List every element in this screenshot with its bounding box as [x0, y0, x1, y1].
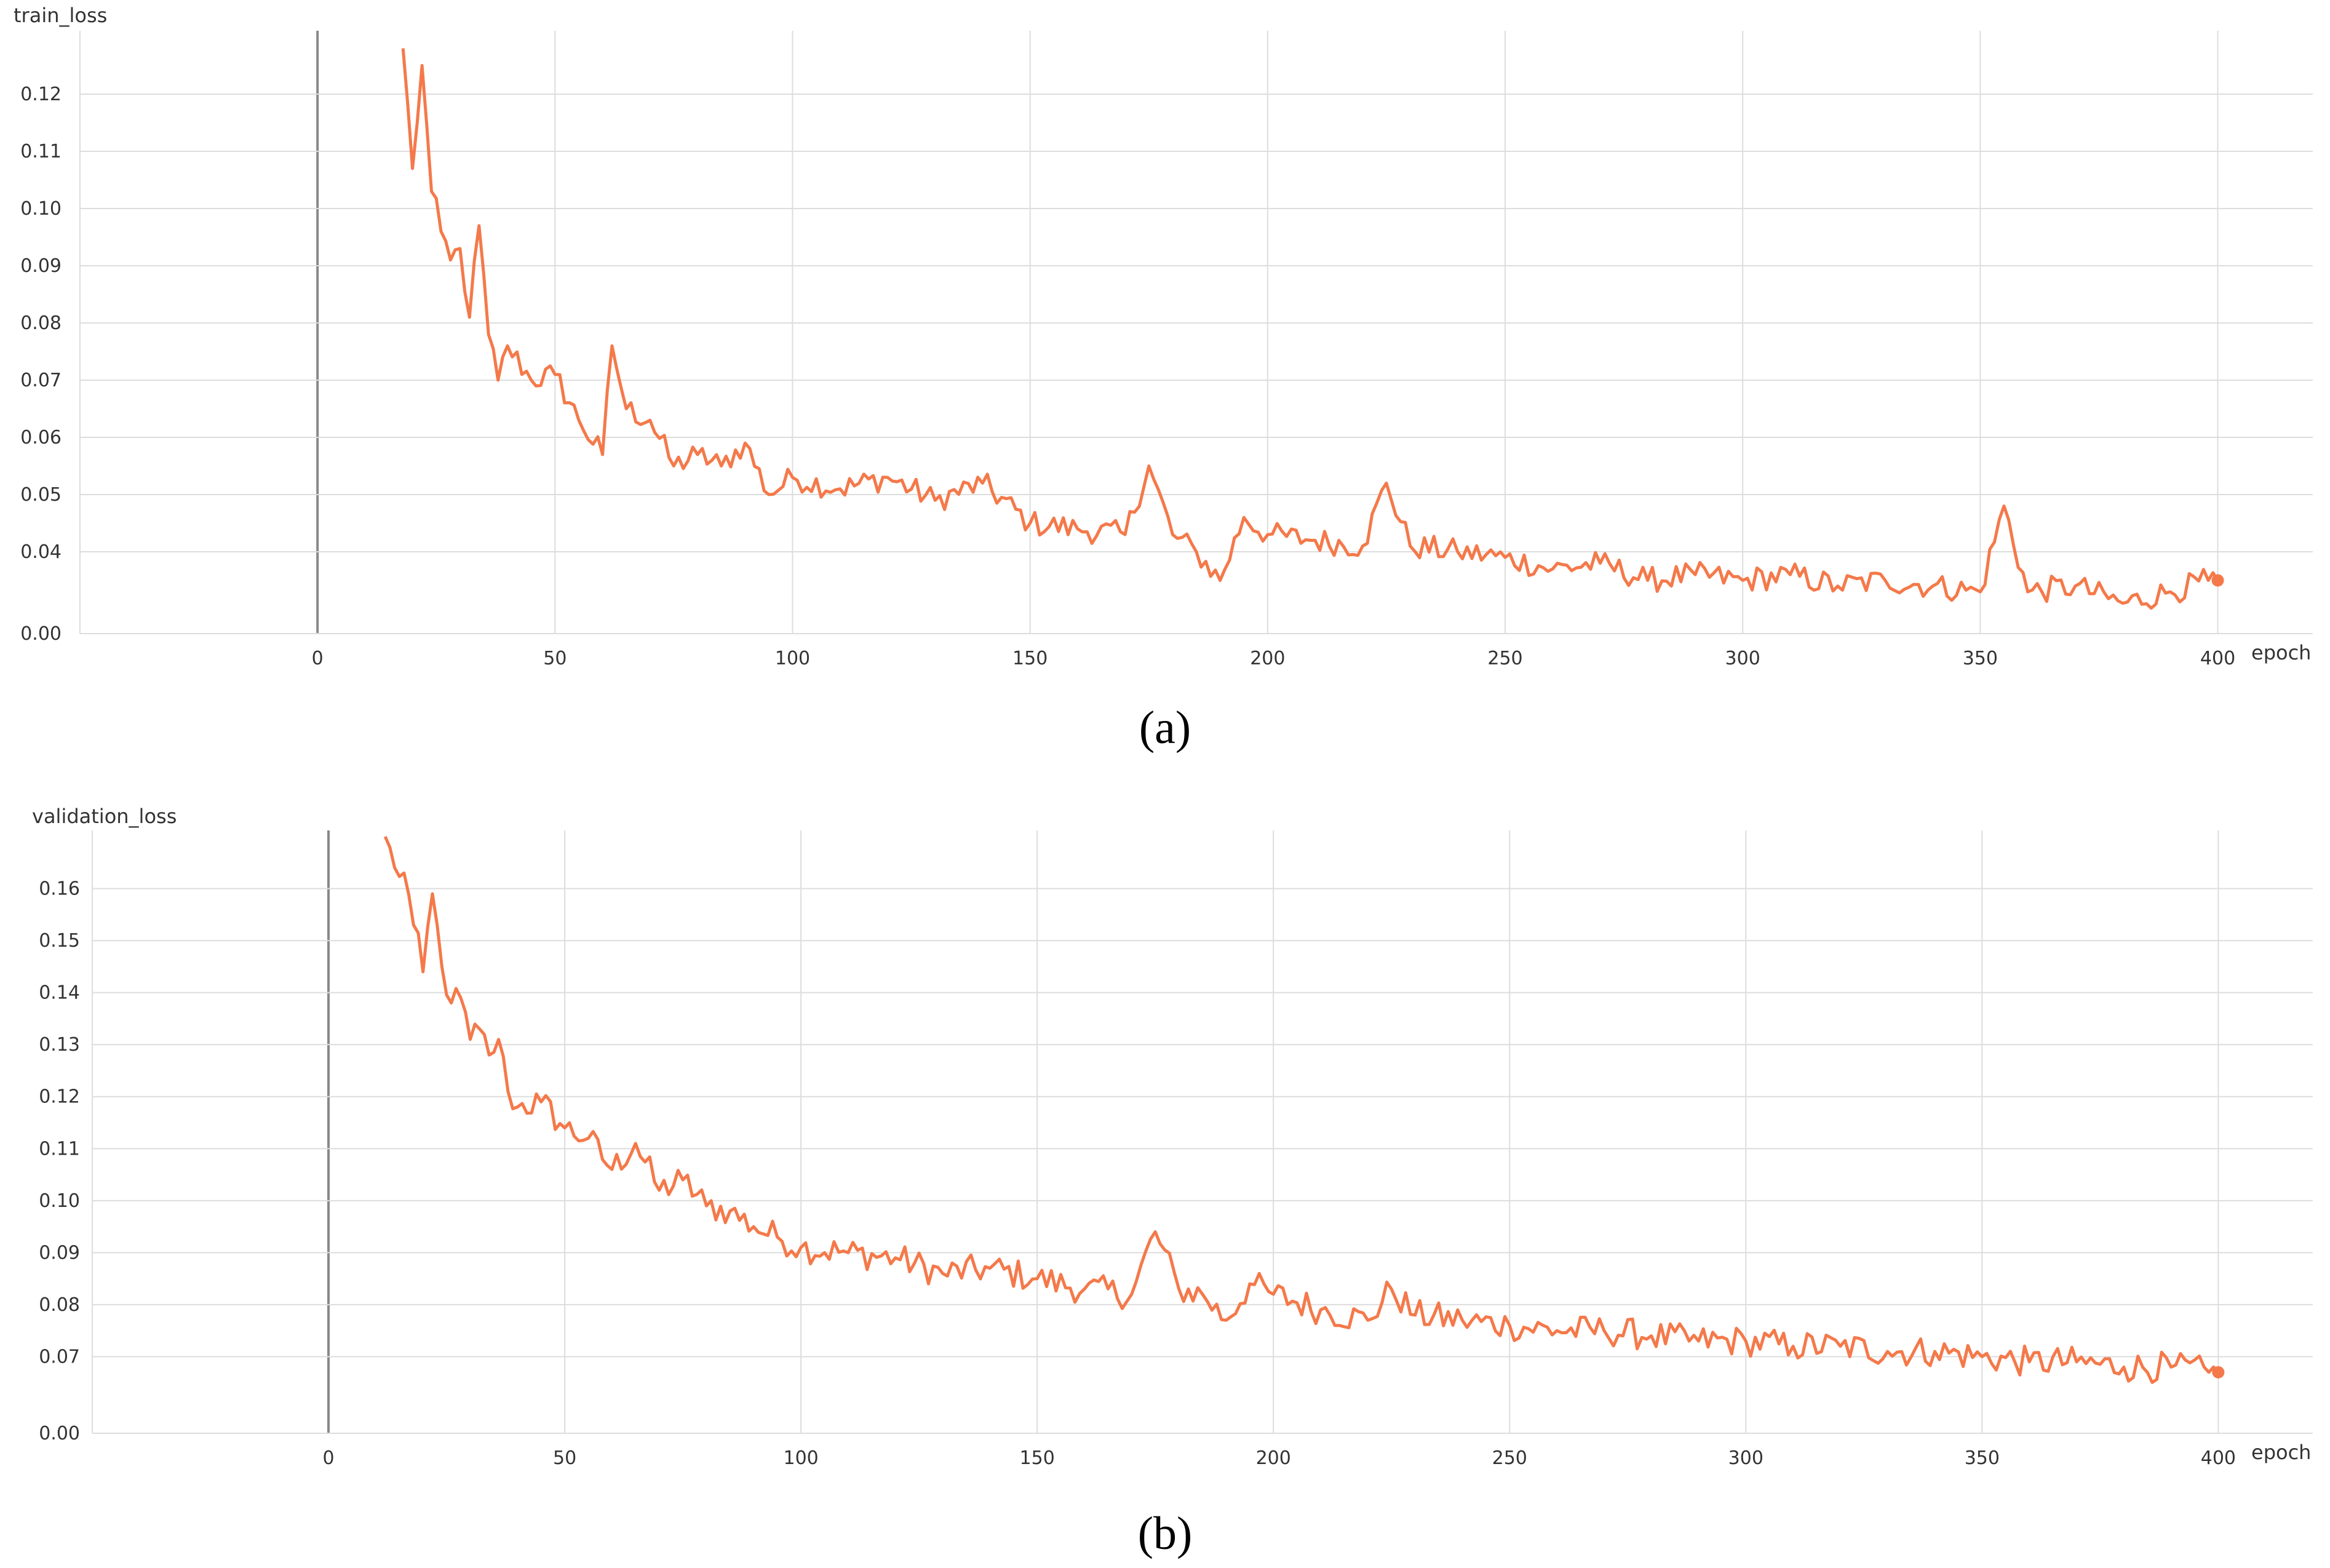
chart-title: validation_loss: [32, 805, 177, 828]
x-tick-label: 400: [2200, 648, 2235, 669]
y-tick-label: 0.09: [20, 255, 62, 277]
y-tick-label: 0.14: [39, 982, 80, 1004]
x-tick-label: 150: [1020, 1447, 1055, 1469]
y-tick-label: 0.11: [20, 141, 62, 162]
series-line: [401, 48, 2219, 610]
x-axis-label: epoch: [2251, 1441, 2311, 1464]
chart-panel-train-loss: train_loss 0 50 100 150 200 250 300 350 400 0.00 0…: [0, 0, 2330, 763]
train-loss-chart: 0 50 100 150 200 250 300 350 400 0.00 0.04 0.05 0.06…: [20, 31, 2313, 669]
y-tick-label: 0.08: [20, 312, 62, 334]
plot-area: 0 50 100 150 200 250 300 350 400 0.00 0.07 0.08 0.09…: [39, 830, 2313, 1469]
y-tick-label: 0.06: [20, 427, 62, 448]
y-tick-label: 0.11: [39, 1138, 80, 1160]
x-tick-label: 50: [543, 648, 567, 669]
y-tick-label: 0.12: [20, 84, 62, 105]
series-line: [383, 835, 2220, 1384]
y-tick-label: 0.10: [39, 1190, 80, 1212]
y-tick-label: 0.09: [39, 1242, 80, 1264]
y-tick-label: 0.13: [39, 1034, 80, 1056]
x-tick-label: 0: [312, 648, 324, 669]
x-tick-label: 250: [1487, 648, 1522, 669]
x-tick-label: 400: [2201, 1447, 2236, 1469]
plot-area: 0 50 100 150 200 250 300 350 400 0.00 0.04 0.05 0.06…: [20, 31, 2313, 669]
y-tick-label: 0.15: [39, 930, 80, 952]
series-end-point: [2211, 574, 2224, 587]
x-tick-label: 100: [775, 648, 810, 669]
x-tick-label: 200: [1256, 1447, 1291, 1469]
x-tick-label: 150: [1012, 648, 1048, 669]
caption-a: (a): [0, 701, 2330, 755]
caption-text: (a): [1139, 702, 1191, 754]
x-tick-label: 300: [1728, 1447, 1763, 1469]
x-axis-label: epoch: [2251, 641, 2311, 664]
x-tick-label: 350: [1963, 648, 1998, 669]
y-tick-label: 0.04: [20, 541, 62, 563]
y-tick-label: 0.16: [39, 878, 80, 900]
x-tick-label: 0: [322, 1447, 334, 1469]
x-tick-label: 300: [1725, 648, 1760, 669]
y-tick-label: 0.12: [39, 1086, 80, 1108]
y-tick-label: 0.07: [20, 370, 62, 391]
y-tick-label: 0.00: [39, 1423, 80, 1444]
chart-panel-validation-loss: validation_loss 0 50 100 150 200 250 300 350 400…: [0, 794, 2330, 1568]
x-tick-label: 350: [1965, 1447, 2000, 1469]
y-tick-label: 0.08: [39, 1294, 80, 1316]
caption-b: (b): [0, 1507, 2330, 1561]
x-tick-label: 100: [783, 1447, 818, 1469]
validation-loss-chart: 0 50 100 150 200 250 300 350 400 0.00 0.07 0.08 0.09…: [39, 830, 2313, 1469]
y-tick-label: 0.10: [20, 198, 62, 220]
x-tick-label: 50: [553, 1447, 576, 1469]
y-tick-label: 0.05: [20, 484, 62, 506]
series-end-point: [2212, 1366, 2225, 1379]
x-tick-label: 250: [1492, 1447, 1527, 1469]
x-tick-label: 200: [1250, 648, 1285, 669]
y-tick-label: 0.07: [39, 1346, 80, 1367]
caption-text: (b): [1137, 1508, 1193, 1559]
chart-title: train_loss: [14, 4, 108, 27]
y-tick-label: 0.00: [20, 623, 62, 645]
